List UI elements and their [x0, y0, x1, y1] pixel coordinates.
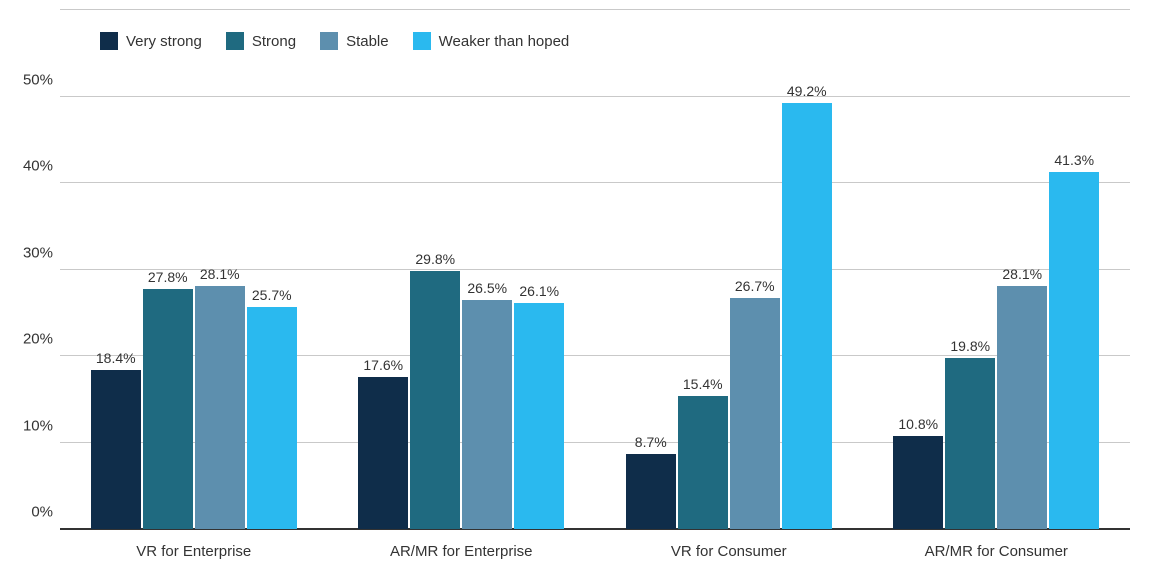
x-tick-label: AR/MR for Enterprise: [328, 543, 596, 560]
bar: 26.5%: [462, 300, 512, 529]
bar: 17.6%: [358, 377, 408, 529]
y-tick-label: 40%: [5, 158, 53, 175]
bar: 27.8%: [143, 289, 193, 529]
legend-swatch: [320, 32, 338, 50]
legend-label: Very strong: [126, 33, 202, 50]
grouped-bar-chart: Very strong Strong Stable Weaker than hoped…: [0, 0, 1150, 575]
bar-value-label: 26.1%: [519, 283, 559, 299]
bar-value-label: 10.8%: [898, 416, 938, 432]
legend-swatch: [413, 32, 431, 50]
bar-value-label: 26.5%: [467, 280, 507, 296]
bar-group: 18.4%27.8%28.1%25.7%VR for Enterprise: [60, 10, 328, 529]
legend-item: Weaker than hoped: [413, 32, 570, 50]
y-tick-label: 10%: [5, 417, 53, 434]
bar-value-label: 41.3%: [1054, 152, 1094, 168]
legend-swatch: [100, 32, 118, 50]
bar-value-label: 28.1%: [200, 266, 240, 282]
bar: 15.4%: [678, 396, 728, 529]
y-tick-label: 20%: [5, 331, 53, 348]
bar: 26.1%: [514, 303, 564, 529]
legend-label: Strong: [252, 33, 296, 50]
x-tick-label: AR/MR for Consumer: [863, 543, 1131, 560]
bar-value-label: 29.8%: [415, 251, 455, 267]
bar-value-label: 8.7%: [635, 434, 667, 450]
bar: 10.8%: [893, 436, 943, 529]
legend-label: Weaker than hoped: [439, 33, 570, 50]
legend: Very strong Strong Stable Weaker than hoped: [100, 32, 569, 50]
y-tick-label: 0%: [5, 504, 53, 521]
legend-item: Very strong: [100, 32, 202, 50]
bar: 26.7%: [730, 298, 780, 529]
y-tick-label: 50%: [5, 71, 53, 88]
bar-value-label: 27.8%: [148, 269, 188, 285]
bar: 41.3%: [1049, 172, 1099, 529]
bar-value-label: 28.1%: [1002, 266, 1042, 282]
x-tick-label: VR for Enterprise: [60, 543, 328, 560]
bar-value-label: 49.2%: [787, 83, 827, 99]
bar-value-label: 26.7%: [735, 278, 775, 294]
bar: 49.2%: [782, 103, 832, 529]
bar-group: 10.8%19.8%28.1%41.3%AR/MR for Consumer: [863, 10, 1131, 529]
bar: 28.1%: [195, 286, 245, 529]
bar-group: 17.6%29.8%26.5%26.1%AR/MR for Enterprise: [328, 10, 596, 529]
plot-area: Very strong Strong Stable Weaker than hoped…: [60, 10, 1130, 530]
y-tick-label: 60%: [5, 0, 53, 2]
legend-item: Stable: [320, 32, 389, 50]
legend-swatch: [226, 32, 244, 50]
bar: 8.7%: [626, 454, 676, 529]
bar-value-label: 18.4%: [96, 350, 136, 366]
legend-item: Strong: [226, 32, 296, 50]
bar-group: 8.7%15.4%26.7%49.2%VR for Consumer: [595, 10, 863, 529]
bar: 29.8%: [410, 271, 460, 529]
bar: 28.1%: [997, 286, 1047, 529]
bar-value-label: 25.7%: [252, 287, 292, 303]
x-tick-label: VR for Consumer: [595, 543, 863, 560]
legend-label: Stable: [346, 33, 389, 50]
y-tick-label: 30%: [5, 244, 53, 261]
bar: 19.8%: [945, 358, 995, 529]
bar-groups: 18.4%27.8%28.1%25.7%VR for Enterprise17.…: [60, 10, 1130, 529]
bar-value-label: 19.8%: [950, 338, 990, 354]
bar: 18.4%: [91, 370, 141, 529]
bar-value-label: 17.6%: [363, 357, 403, 373]
bar-value-label: 15.4%: [683, 376, 723, 392]
bar: 25.7%: [247, 307, 297, 529]
